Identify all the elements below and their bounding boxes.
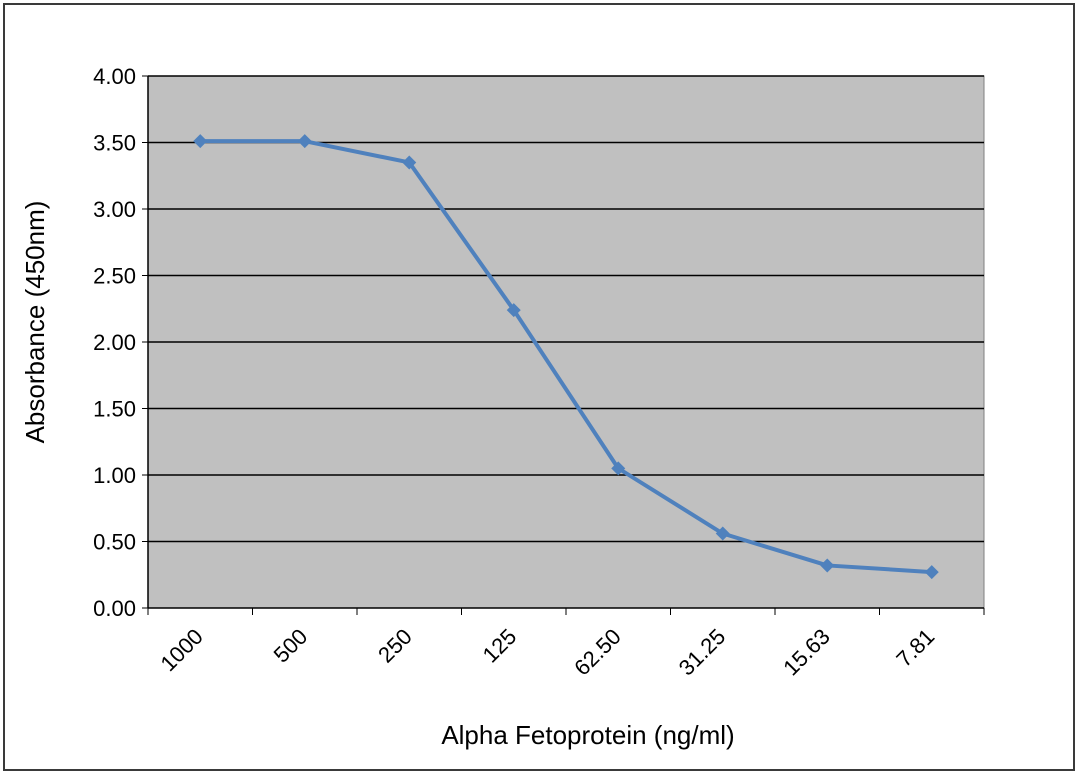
y-tick-label-5: 2.50 <box>93 264 136 289</box>
y-tick-label-8: 4.00 <box>93 64 136 89</box>
x-tick-label-5: 31.25 <box>674 624 731 681</box>
y-tick-label-3: 1.50 <box>93 397 136 422</box>
x-tick-label-1: 500 <box>269 624 313 668</box>
data-point-5 <box>715 526 730 541</box>
x-axis: 1000 500 250 125 62.50 31.25 15.63 7.81 <box>147 607 985 681</box>
data-point-0 <box>193 134 208 149</box>
data-point-6 <box>820 558 835 573</box>
y-tick-label-2: 1.00 <box>93 463 136 488</box>
data-point-1 <box>297 134 312 149</box>
y-tick-label-6: 3.00 <box>93 197 136 222</box>
x-tick-label-4: 62.50 <box>569 624 626 681</box>
x-tick-label-0: 1000 <box>155 624 207 676</box>
x-tick-label-6: 15.63 <box>778 624 835 681</box>
grid-lines <box>148 75 984 543</box>
x-tick-label-2: 250 <box>373 624 417 668</box>
x-axis-title: Alpha Fetoprotein (ng/ml) <box>441 720 734 750</box>
x-tick-label-3: 125 <box>478 624 522 668</box>
y-axis: 0.00 0.50 1.00 1.50 2.00 2.50 3.00 3.50 4.00 <box>93 64 149 621</box>
data-point-3 <box>506 303 521 318</box>
y-axis-title: Absorbance (450nm) <box>20 201 50 444</box>
data-point-2 <box>402 155 417 170</box>
y-tick-label-1: 0.50 <box>93 530 136 555</box>
data-point-7 <box>924 565 939 580</box>
series-line-0 <box>200 139 932 575</box>
x-tick-label-7: 7.81 <box>891 624 939 672</box>
y-tick-label-0: 0.00 <box>93 596 136 621</box>
y-tick-label-4: 2.00 <box>93 330 136 355</box>
y-tick-label-7: 3.50 <box>93 131 136 156</box>
series-group <box>193 134 939 580</box>
data-point-4 <box>611 461 626 476</box>
